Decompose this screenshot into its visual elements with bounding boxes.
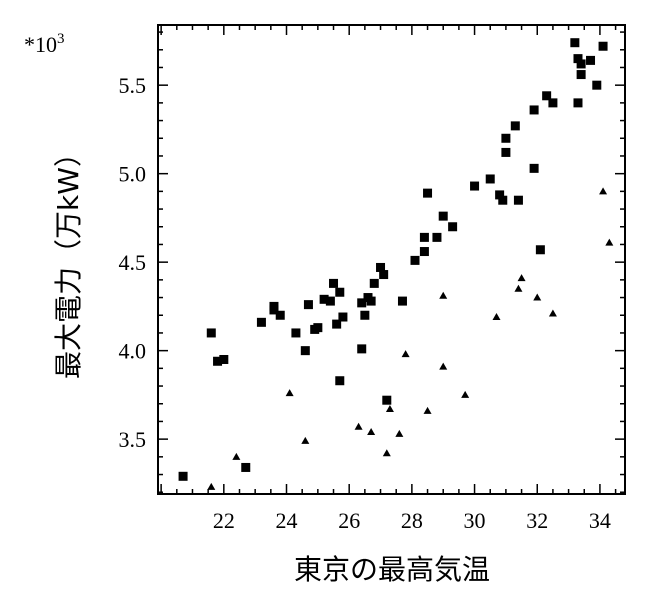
data-point-square bbox=[470, 181, 480, 191]
data-point-square bbox=[448, 222, 458, 232]
data-point-triangle bbox=[382, 449, 391, 457]
x-tick-label: 28 bbox=[401, 508, 423, 533]
data-points bbox=[178, 38, 614, 490]
data-point-square bbox=[269, 305, 279, 315]
data-point-square bbox=[529, 163, 539, 173]
data-point-square bbox=[366, 296, 376, 306]
data-point-square bbox=[419, 232, 429, 242]
data-point-square bbox=[432, 232, 442, 242]
data-point-square bbox=[535, 245, 545, 255]
data-point-square bbox=[332, 319, 342, 329]
data-point-square bbox=[529, 105, 539, 115]
data-point-square bbox=[360, 310, 370, 320]
data-point-square bbox=[178, 471, 188, 481]
data-point-square bbox=[513, 195, 523, 205]
data-point-square bbox=[303, 300, 313, 310]
x-tick-label: 22 bbox=[213, 508, 235, 533]
plot-frame bbox=[157, 24, 626, 495]
data-point-square bbox=[376, 262, 386, 272]
data-point-square bbox=[219, 354, 229, 364]
data-point-square bbox=[357, 344, 367, 354]
y-tick-label: 3.5 bbox=[119, 427, 147, 452]
x-tick-label: 32 bbox=[526, 508, 548, 533]
data-point-square bbox=[510, 121, 520, 131]
data-point-square bbox=[586, 55, 596, 65]
data-point-square bbox=[275, 310, 285, 320]
data-point-square bbox=[576, 59, 586, 69]
data-point-square bbox=[325, 296, 335, 306]
data-point-triangle bbox=[439, 362, 448, 370]
axis-ticks bbox=[158, 25, 625, 494]
x-tick-label: 30 bbox=[464, 508, 486, 533]
data-point-square bbox=[548, 98, 558, 108]
data-point-triangle bbox=[548, 309, 557, 317]
data-point-square bbox=[397, 296, 407, 306]
data-point-triangle bbox=[605, 238, 614, 246]
data-point-triangle bbox=[232, 452, 241, 460]
x-axis-title: 東京の最高気温 bbox=[294, 553, 490, 586]
data-point-triangle bbox=[492, 313, 501, 321]
y-tick-label: 5.0 bbox=[119, 162, 147, 187]
data-point-triangle bbox=[367, 428, 376, 436]
data-point-triangle bbox=[423, 406, 432, 414]
y-tick-label: 4.0 bbox=[119, 339, 147, 364]
data-point-triangle bbox=[533, 293, 542, 301]
data-point-triangle bbox=[461, 390, 470, 398]
data-point-square bbox=[485, 174, 495, 184]
data-point-triangle bbox=[207, 482, 216, 490]
data-point-square bbox=[542, 91, 552, 101]
data-point-square bbox=[573, 54, 583, 64]
data-point-triangle bbox=[385, 405, 394, 413]
y-tick-label: 4.5 bbox=[119, 250, 147, 275]
data-point-square bbox=[438, 211, 448, 221]
data-point-square bbox=[495, 190, 505, 200]
data-point-square bbox=[498, 195, 508, 205]
data-point-square bbox=[329, 278, 339, 288]
data-point-triangle bbox=[395, 429, 404, 437]
data-point-triangle bbox=[517, 274, 526, 282]
y-multiplier-label: *103 bbox=[24, 31, 65, 57]
x-tick-label: 24 bbox=[276, 508, 298, 533]
data-point-square bbox=[576, 70, 586, 80]
y-multiplier-exponent: 3 bbox=[57, 31, 65, 47]
y-tick-label: 5.5 bbox=[119, 73, 147, 98]
y-axis-title: 最大電力（万kW） bbox=[52, 139, 85, 379]
data-point-square bbox=[241, 462, 251, 472]
data-point-triangle bbox=[401, 350, 410, 358]
data-point-square bbox=[410, 255, 420, 265]
y-multiplier-base: *10 bbox=[24, 32, 57, 57]
data-point-square bbox=[382, 395, 392, 405]
data-point-square bbox=[313, 323, 323, 333]
data-point-square bbox=[501, 133, 511, 143]
data-point-square bbox=[570, 38, 580, 48]
data-point-square bbox=[501, 147, 511, 157]
data-point-square bbox=[213, 356, 223, 366]
data-point-square bbox=[369, 278, 379, 288]
data-point-triangle bbox=[354, 422, 363, 430]
data-point-square bbox=[573, 98, 583, 108]
data-point-square bbox=[335, 376, 345, 386]
data-point-triangle bbox=[285, 389, 294, 397]
x-tick-label: 26 bbox=[338, 508, 360, 533]
data-point-triangle bbox=[514, 284, 523, 292]
tick-labels: 22 24 26 28 30 32 34 3.5 4.0 4.5 5.0 5.5 bbox=[119, 73, 611, 533]
data-point-square bbox=[319, 294, 329, 304]
data-point-triangle bbox=[599, 187, 608, 195]
data-point-square bbox=[423, 188, 433, 198]
data-point-triangle bbox=[301, 436, 310, 444]
data-point-square bbox=[300, 346, 310, 356]
data-point-square bbox=[379, 270, 389, 280]
data-point-square bbox=[419, 247, 429, 257]
data-point-square bbox=[291, 328, 301, 338]
data-point-square bbox=[592, 80, 602, 90]
data-point-triangle bbox=[439, 291, 448, 299]
data-point-square bbox=[598, 41, 608, 51]
data-point-square bbox=[335, 287, 345, 297]
data-point-square bbox=[338, 312, 348, 322]
data-point-square bbox=[256, 317, 266, 327]
x-tick-label: 34 bbox=[589, 508, 611, 533]
data-point-square bbox=[357, 298, 367, 308]
data-point-square bbox=[206, 328, 216, 338]
